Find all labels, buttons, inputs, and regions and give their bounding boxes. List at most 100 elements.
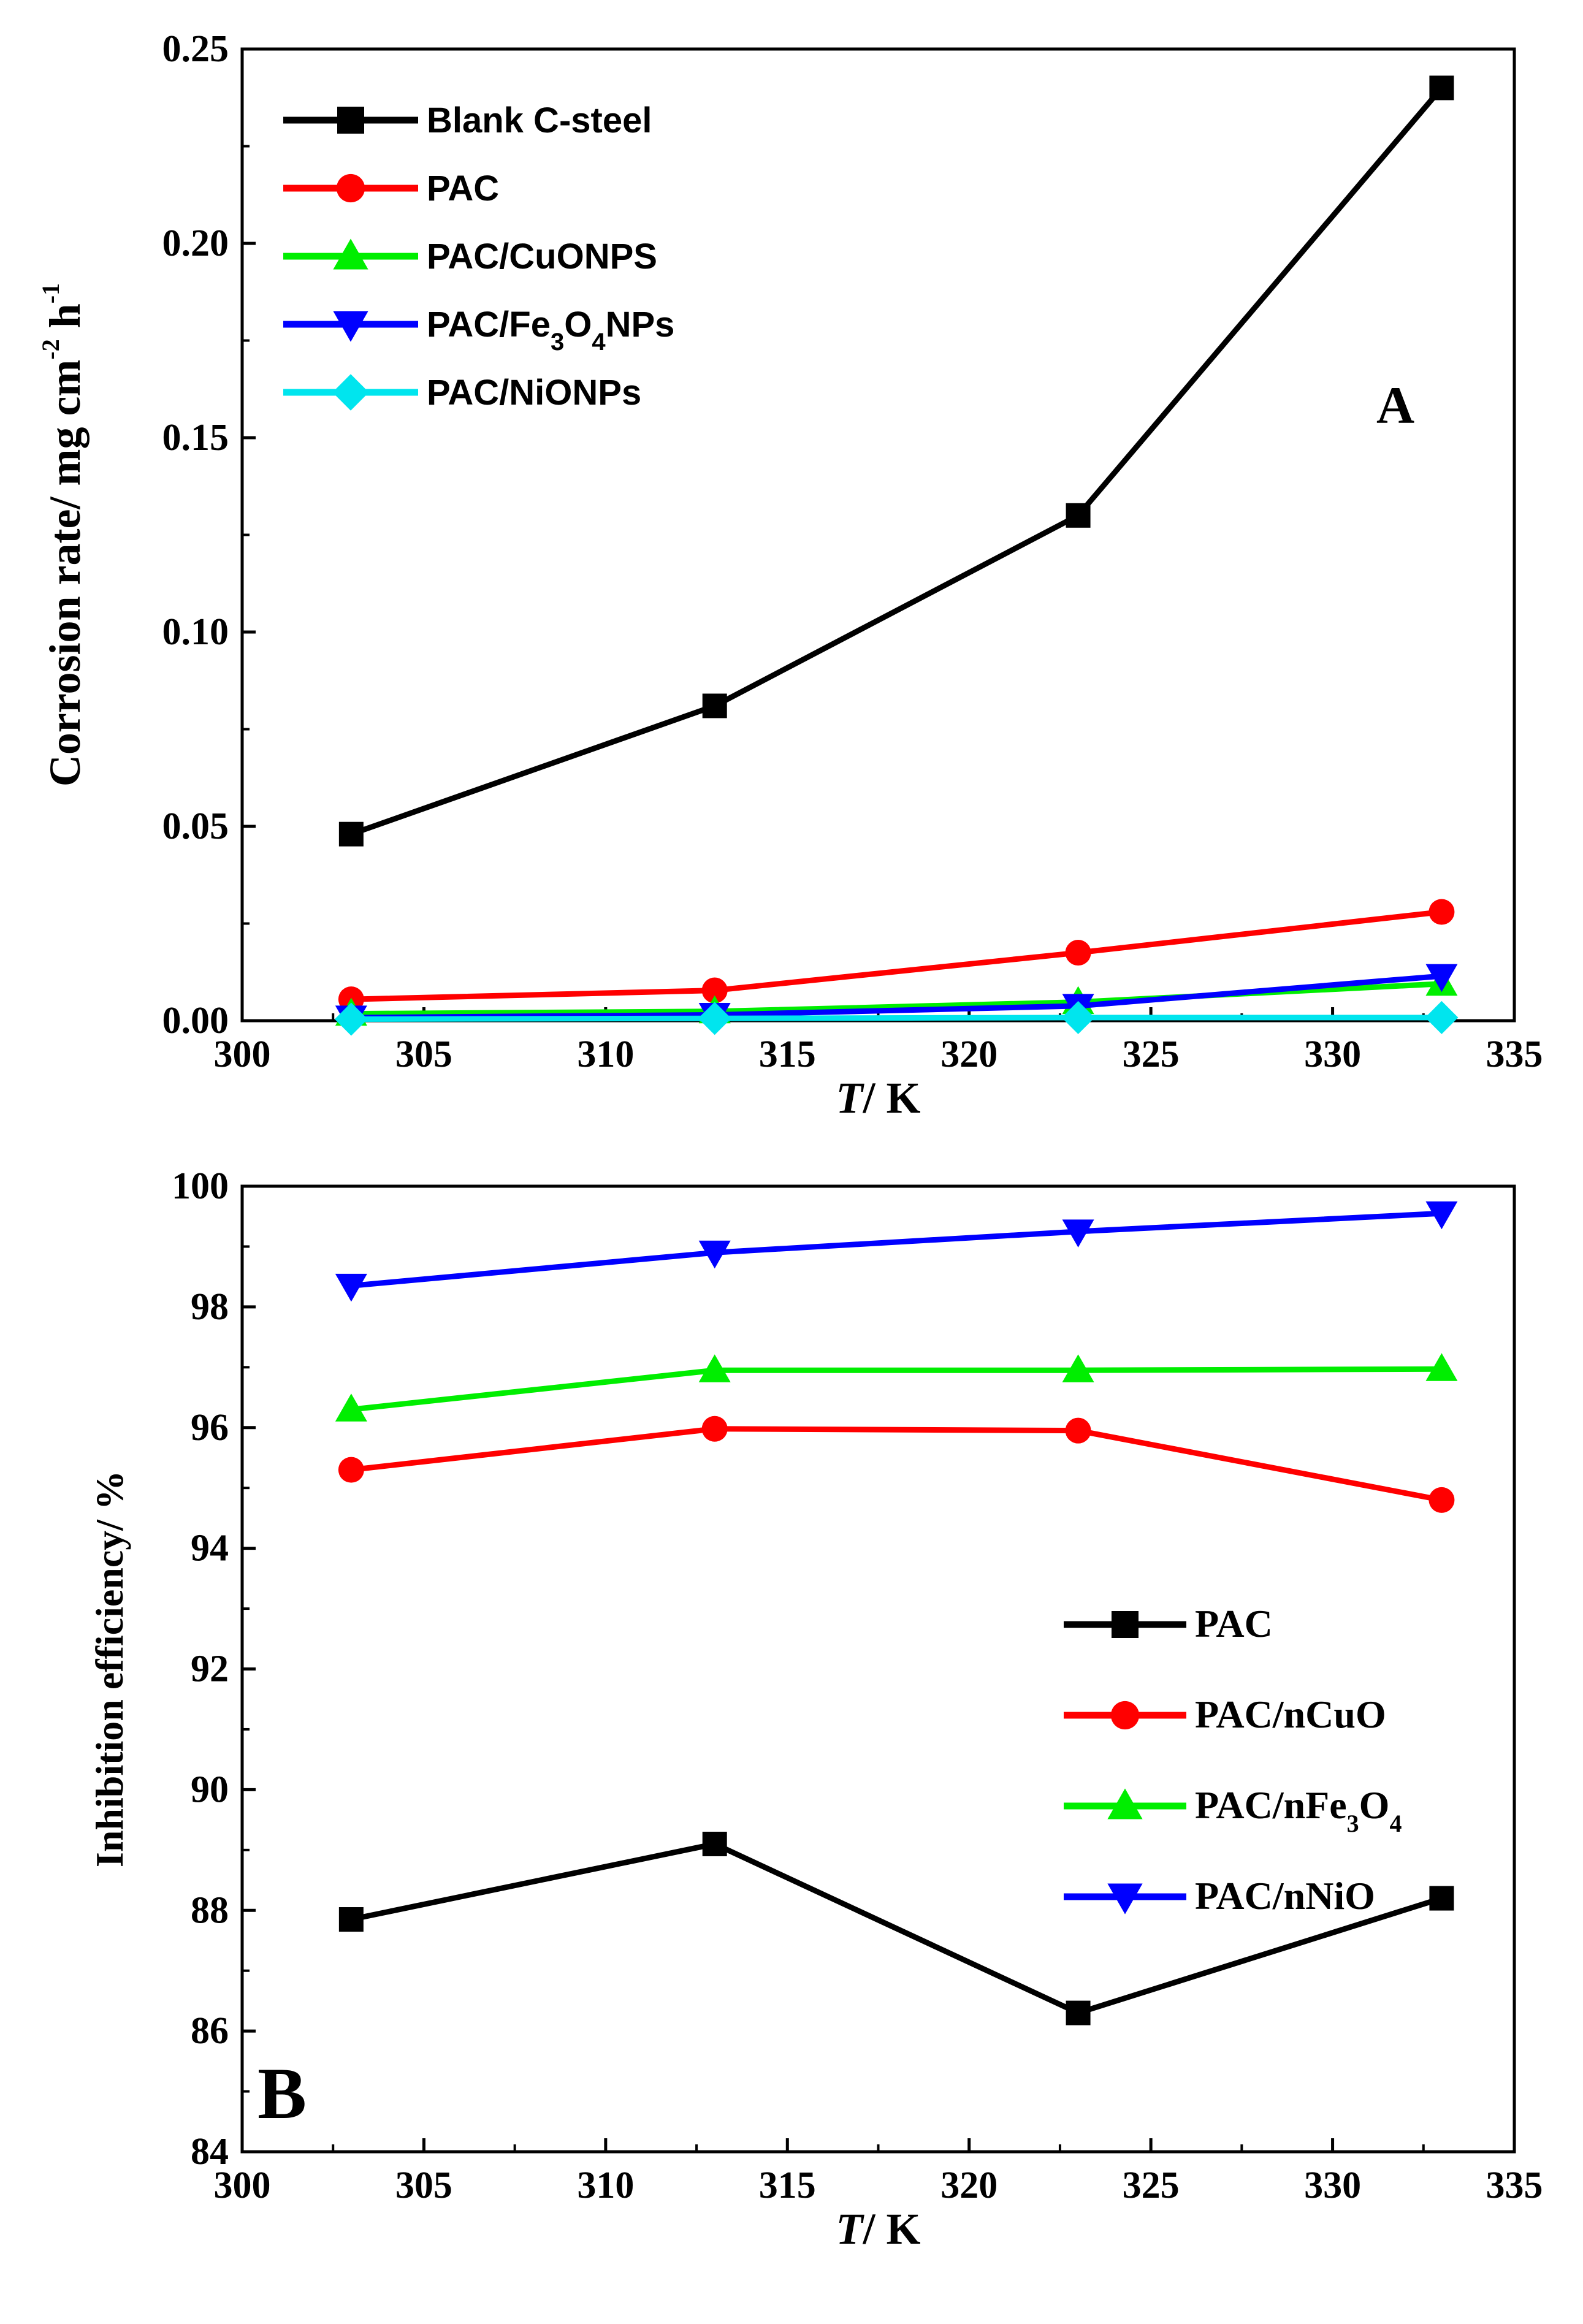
y-tick-label: 0.25 <box>162 28 229 70</box>
data-point-pac-nionps-333 <box>1425 1000 1459 1034</box>
legend-label-pac-nionps: PAC/NiONPs <box>427 373 641 413</box>
series-pac-nionps <box>334 1000 1459 1036</box>
y-tick-label: 88 <box>191 1889 229 1931</box>
legend-marker-pac-nionps <box>332 374 369 411</box>
y-axis-title-group: Corrosion rate/ mg cm-2 h-1 <box>37 283 90 787</box>
data-point-pac-ncuo-313 <box>701 1415 728 1442</box>
legend-marker-pac-cuonps <box>333 238 368 270</box>
legend-label-pac-fe3o4nps: PAC/Fe3O4NPs <box>427 305 674 356</box>
series-pac-ncuo <box>338 1415 1455 1513</box>
data-point-pac-ncuo-303 <box>338 1457 364 1483</box>
data-point-blank-c-steel-323 <box>1066 503 1091 528</box>
series-pac-nfe3o4 <box>335 1353 1458 1422</box>
y-tick-label: 92 <box>191 1648 229 1690</box>
x-tick-label: 320 <box>940 1034 997 1075</box>
x-tick-label: 330 <box>1304 2165 1361 2206</box>
series-pac-nnio <box>335 1201 1458 1302</box>
series-line-pac-nnio <box>351 1210 1442 1289</box>
legend: Blank C-steel PAC PAC/CuONPS PAC/Fe3O4NPs P… <box>283 101 674 413</box>
data-point-pac-nnio-303 <box>335 1273 367 1302</box>
y-tick-label: 0.10 <box>162 611 229 653</box>
legend-label-pac-ncuo: PAC/nCuO <box>1195 1693 1386 1736</box>
x-axis-title: T/ K <box>836 2204 921 2254</box>
legend-marker-blank-c-steel <box>337 107 364 134</box>
x-tick-label: 300 <box>214 2165 271 2206</box>
series-pac <box>338 899 1455 1013</box>
legend-label-blank-c-steel: Blank C-steel <box>427 101 652 140</box>
data-point-pac-nfe3o4-323 <box>1062 1354 1094 1382</box>
plot-frame <box>240 1184 1516 2154</box>
legend: PAC PAC/nCuO PAC/nFe3O4 PAC/nNiO <box>1064 1602 1402 1918</box>
legend-label-pac-nfe3o4: PAC/nFe3O4 <box>1195 1783 1402 1837</box>
x-tick-label: 335 <box>1486 1034 1543 1075</box>
y-tick-label: 94 <box>191 1528 229 1569</box>
data-point-pac-nionps-323 <box>1061 1000 1095 1034</box>
data-point-pac-nnio-313 <box>698 1240 731 1269</box>
data-point-pac-nfe3o4-333 <box>1425 1353 1458 1381</box>
y-tick-label: 0.05 <box>162 806 229 847</box>
data-point-pac-nionps-303 <box>334 1002 368 1036</box>
series-line-pac-nfe3o4 <box>351 1366 1442 1412</box>
y-tick-label: 84 <box>191 2131 229 2173</box>
series-blank-c-steel <box>338 75 1454 847</box>
y-tick-label: 90 <box>191 1769 229 1810</box>
chart-corrosion-rate: 300 305 310 315 320 325 330 335 0.00 0.05 0.10 0.15… <box>37 28 1543 1122</box>
x-tick-label: 320 <box>940 2165 997 2206</box>
x-tick-label: 335 <box>1486 2165 1543 2206</box>
x-axis-title: T/ K <box>836 1073 921 1122</box>
data-point-pac-313 <box>702 1831 727 1856</box>
series-line-pac-nionps <box>351 1015 1442 1022</box>
data-point-pac-323 <box>1066 2000 1091 2025</box>
legend-marker-pac <box>1112 1611 1139 1638</box>
data-point-pac-nionps-313 <box>698 1002 731 1035</box>
y-tick-label: 0.15 <box>162 417 229 459</box>
panel-label: B <box>257 2052 307 2134</box>
y-axis-title: Corrosion rate/ mg cm-2 h-1 <box>37 283 90 787</box>
data-point-pac-ncuo-333 <box>1429 1487 1455 1513</box>
legend-label-pac: PAC <box>427 169 499 208</box>
x-tick-label: 325 <box>1123 2165 1180 2206</box>
panel-label: A <box>1376 376 1414 435</box>
legend-marker-pac-ncuo <box>1110 1701 1140 1730</box>
data-point-pac-333 <box>1429 899 1455 925</box>
legend-label-pac: PAC <box>1195 1602 1273 1645</box>
series-pac <box>338 1831 1454 2025</box>
data-point-pac-ncuo-323 <box>1065 1417 1091 1444</box>
y-tick-label: 0.00 <box>162 1000 229 1042</box>
y-axis-title-group: Inhibition efficiency/ % <box>88 1471 131 1867</box>
y-tick-label: 98 <box>191 1286 229 1328</box>
x-tick-label: 300 <box>214 1034 271 1075</box>
legend-marker-pac <box>336 173 365 203</box>
y-axis-title: Inhibition efficiency/ % <box>88 1471 131 1867</box>
x-tick-label: 330 <box>1304 1034 1361 1075</box>
series-line-pac <box>351 909 1442 1002</box>
legend-marker-pac-nfe3o4 <box>1107 1788 1143 1819</box>
data-point-pac-nfe3o4-303 <box>335 1393 367 1422</box>
x-tick-label: 310 <box>577 2165 634 2206</box>
y-tick-label: 96 <box>191 1407 229 1449</box>
x-tick-label: 305 <box>395 1034 452 1075</box>
legend-label-pac-cuonps: PAC/CuONPS <box>427 237 657 276</box>
x-tick-label: 315 <box>759 1034 816 1075</box>
series-line-pac <box>350 1841 1443 2016</box>
data-point-pac-nnio-333 <box>1425 1201 1458 1230</box>
x-tick-label: 310 <box>577 1034 634 1075</box>
series-pac-fe3o4nps <box>335 964 1458 1034</box>
legend-marker-pac-fe3o4nps <box>333 311 368 342</box>
data-point-blank-c-steel-333 <box>1429 75 1454 101</box>
data-point-pac-313 <box>701 977 728 1004</box>
legend-marker-pac-nnio <box>1107 1883 1143 1914</box>
data-point-blank-c-steel-303 <box>338 821 364 847</box>
data-point-pac-nnio-323 <box>1062 1219 1094 1248</box>
chart-inhibition-efficiency: 300 305 310 315 320 325 330 335 84 86 88 90 92 94 96 98… <box>88 1165 1543 2254</box>
data-point-pac-nfe3o4-313 <box>698 1354 731 1382</box>
data-point-pac-333 <box>1429 1886 1454 1911</box>
data-point-blank-c-steel-313 <box>702 693 727 718</box>
x-tick-label: 315 <box>759 2165 816 2206</box>
x-tick-label: 325 <box>1123 1034 1180 1075</box>
series-line-blank-c-steel <box>350 86 1444 837</box>
series-line-pac-ncuo <box>351 1426 1443 1503</box>
data-point-pac-303 <box>338 1907 364 1932</box>
data-point-pac-fe3o4nps-333 <box>1425 964 1458 992</box>
